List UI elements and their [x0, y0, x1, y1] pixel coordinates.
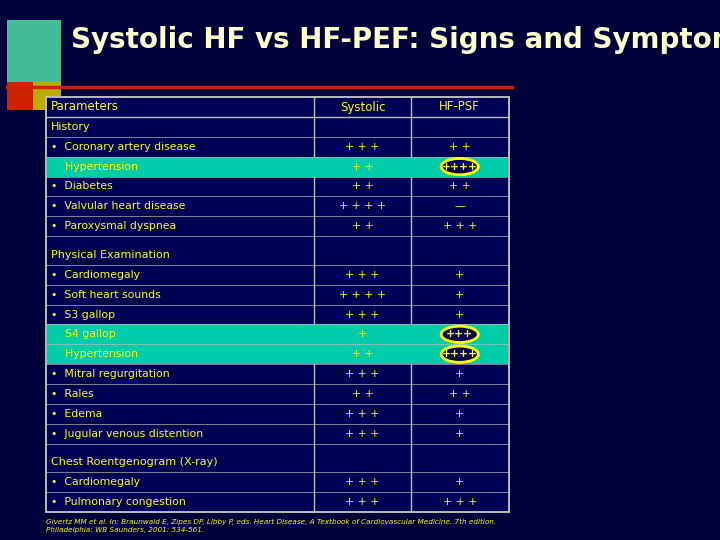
Text: Givertz MM et al. In: Braunwald E, Zipes DP, Libby P, eds. Heart Disease, A Text: Givertz MM et al. In: Braunwald E, Zipes… [46, 519, 497, 525]
Text: •  Pulmonary congestion: • Pulmonary congestion [50, 497, 186, 507]
Text: Systolic: Systolic [340, 100, 385, 113]
Text: +: + [455, 309, 464, 320]
Ellipse shape [441, 326, 478, 342]
Text: •  Mitral regurgitation: • Mitral regurgitation [50, 369, 169, 379]
Text: + +: + + [449, 142, 471, 152]
FancyBboxPatch shape [33, 82, 61, 110]
Text: +: + [358, 329, 367, 339]
Text: •  Paroxysmal dyspnea: • Paroxysmal dyspnea [50, 221, 176, 231]
Text: +++: +++ [446, 329, 473, 339]
Text: Philadelphia: WB Saunders, 2001: 534-561.: Philadelphia: WB Saunders, 2001: 534-561… [46, 527, 204, 533]
Text: History: History [50, 122, 90, 132]
Text: + + +: + + + [443, 221, 477, 231]
Text: •  Soft heart sounds: • Soft heart sounds [50, 289, 161, 300]
Text: + + +: + + + [346, 142, 379, 152]
Text: +: + [455, 477, 464, 487]
Text: + + +: + + + [346, 409, 379, 419]
Text: ++++: ++++ [442, 349, 478, 359]
Ellipse shape [441, 346, 478, 362]
Text: •  Rales: • Rales [50, 389, 94, 399]
Text: Systolic HF vs HF-PEF: Signs and Symptoms: Systolic HF vs HF-PEF: Signs and Symptom… [71, 26, 720, 54]
Text: •  Coronary artery disease: • Coronary artery disease [50, 142, 195, 152]
Text: Physical Examination: Physical Examination [50, 250, 170, 260]
FancyBboxPatch shape [7, 20, 60, 85]
Text: +: + [455, 289, 464, 300]
Text: ++++: ++++ [442, 161, 478, 172]
Text: Parameters: Parameters [50, 100, 119, 113]
Text: •  Cardiomegaly: • Cardiomegaly [50, 270, 140, 280]
Text: + +: + + [449, 181, 471, 192]
Text: + +: + + [351, 349, 374, 359]
FancyBboxPatch shape [46, 345, 508, 364]
Text: + + +: + + + [443, 497, 477, 507]
Text: + + + +: + + + + [339, 201, 386, 211]
Text: Chest Roentgenogram (X-ray): Chest Roentgenogram (X-ray) [50, 457, 217, 468]
FancyBboxPatch shape [46, 157, 508, 177]
Text: + +: + + [351, 181, 374, 192]
Text: + + +: + + + [346, 270, 379, 280]
Text: —: — [454, 201, 465, 211]
Text: •  Cardiomegaly: • Cardiomegaly [50, 477, 140, 487]
Text: + +: + + [351, 161, 374, 172]
Text: •  Diabetes: • Diabetes [50, 181, 112, 192]
Text: +: + [455, 429, 464, 438]
FancyBboxPatch shape [7, 82, 35, 110]
Text: •  Edema: • Edema [50, 409, 102, 419]
Text: + + +: + + + [346, 497, 379, 507]
Text: + +: + + [449, 389, 471, 399]
Text: •  S3 gallop: • S3 gallop [50, 309, 115, 320]
Text: + +: + + [351, 389, 374, 399]
Text: Hypertension: Hypertension [50, 349, 138, 359]
Text: +: + [455, 270, 464, 280]
Text: + + +: + + + [346, 477, 379, 487]
Text: + + + +: + + + + [339, 289, 386, 300]
Text: + +: + + [351, 221, 374, 231]
Text: •  Valvular heart disease: • Valvular heart disease [50, 201, 185, 211]
Text: HF-PSF: HF-PSF [439, 100, 480, 113]
FancyBboxPatch shape [46, 97, 508, 512]
Text: S4 gallop: S4 gallop [50, 329, 115, 339]
Text: + + +: + + + [346, 429, 379, 438]
Ellipse shape [441, 158, 478, 175]
Text: •  Jugular venous distention: • Jugular venous distention [50, 429, 203, 438]
Text: Hypertension: Hypertension [50, 161, 138, 172]
Text: + + +: + + + [346, 309, 379, 320]
Text: +: + [455, 369, 464, 379]
FancyBboxPatch shape [46, 325, 508, 345]
Text: + + +: + + + [346, 369, 379, 379]
Text: +: + [455, 409, 464, 419]
